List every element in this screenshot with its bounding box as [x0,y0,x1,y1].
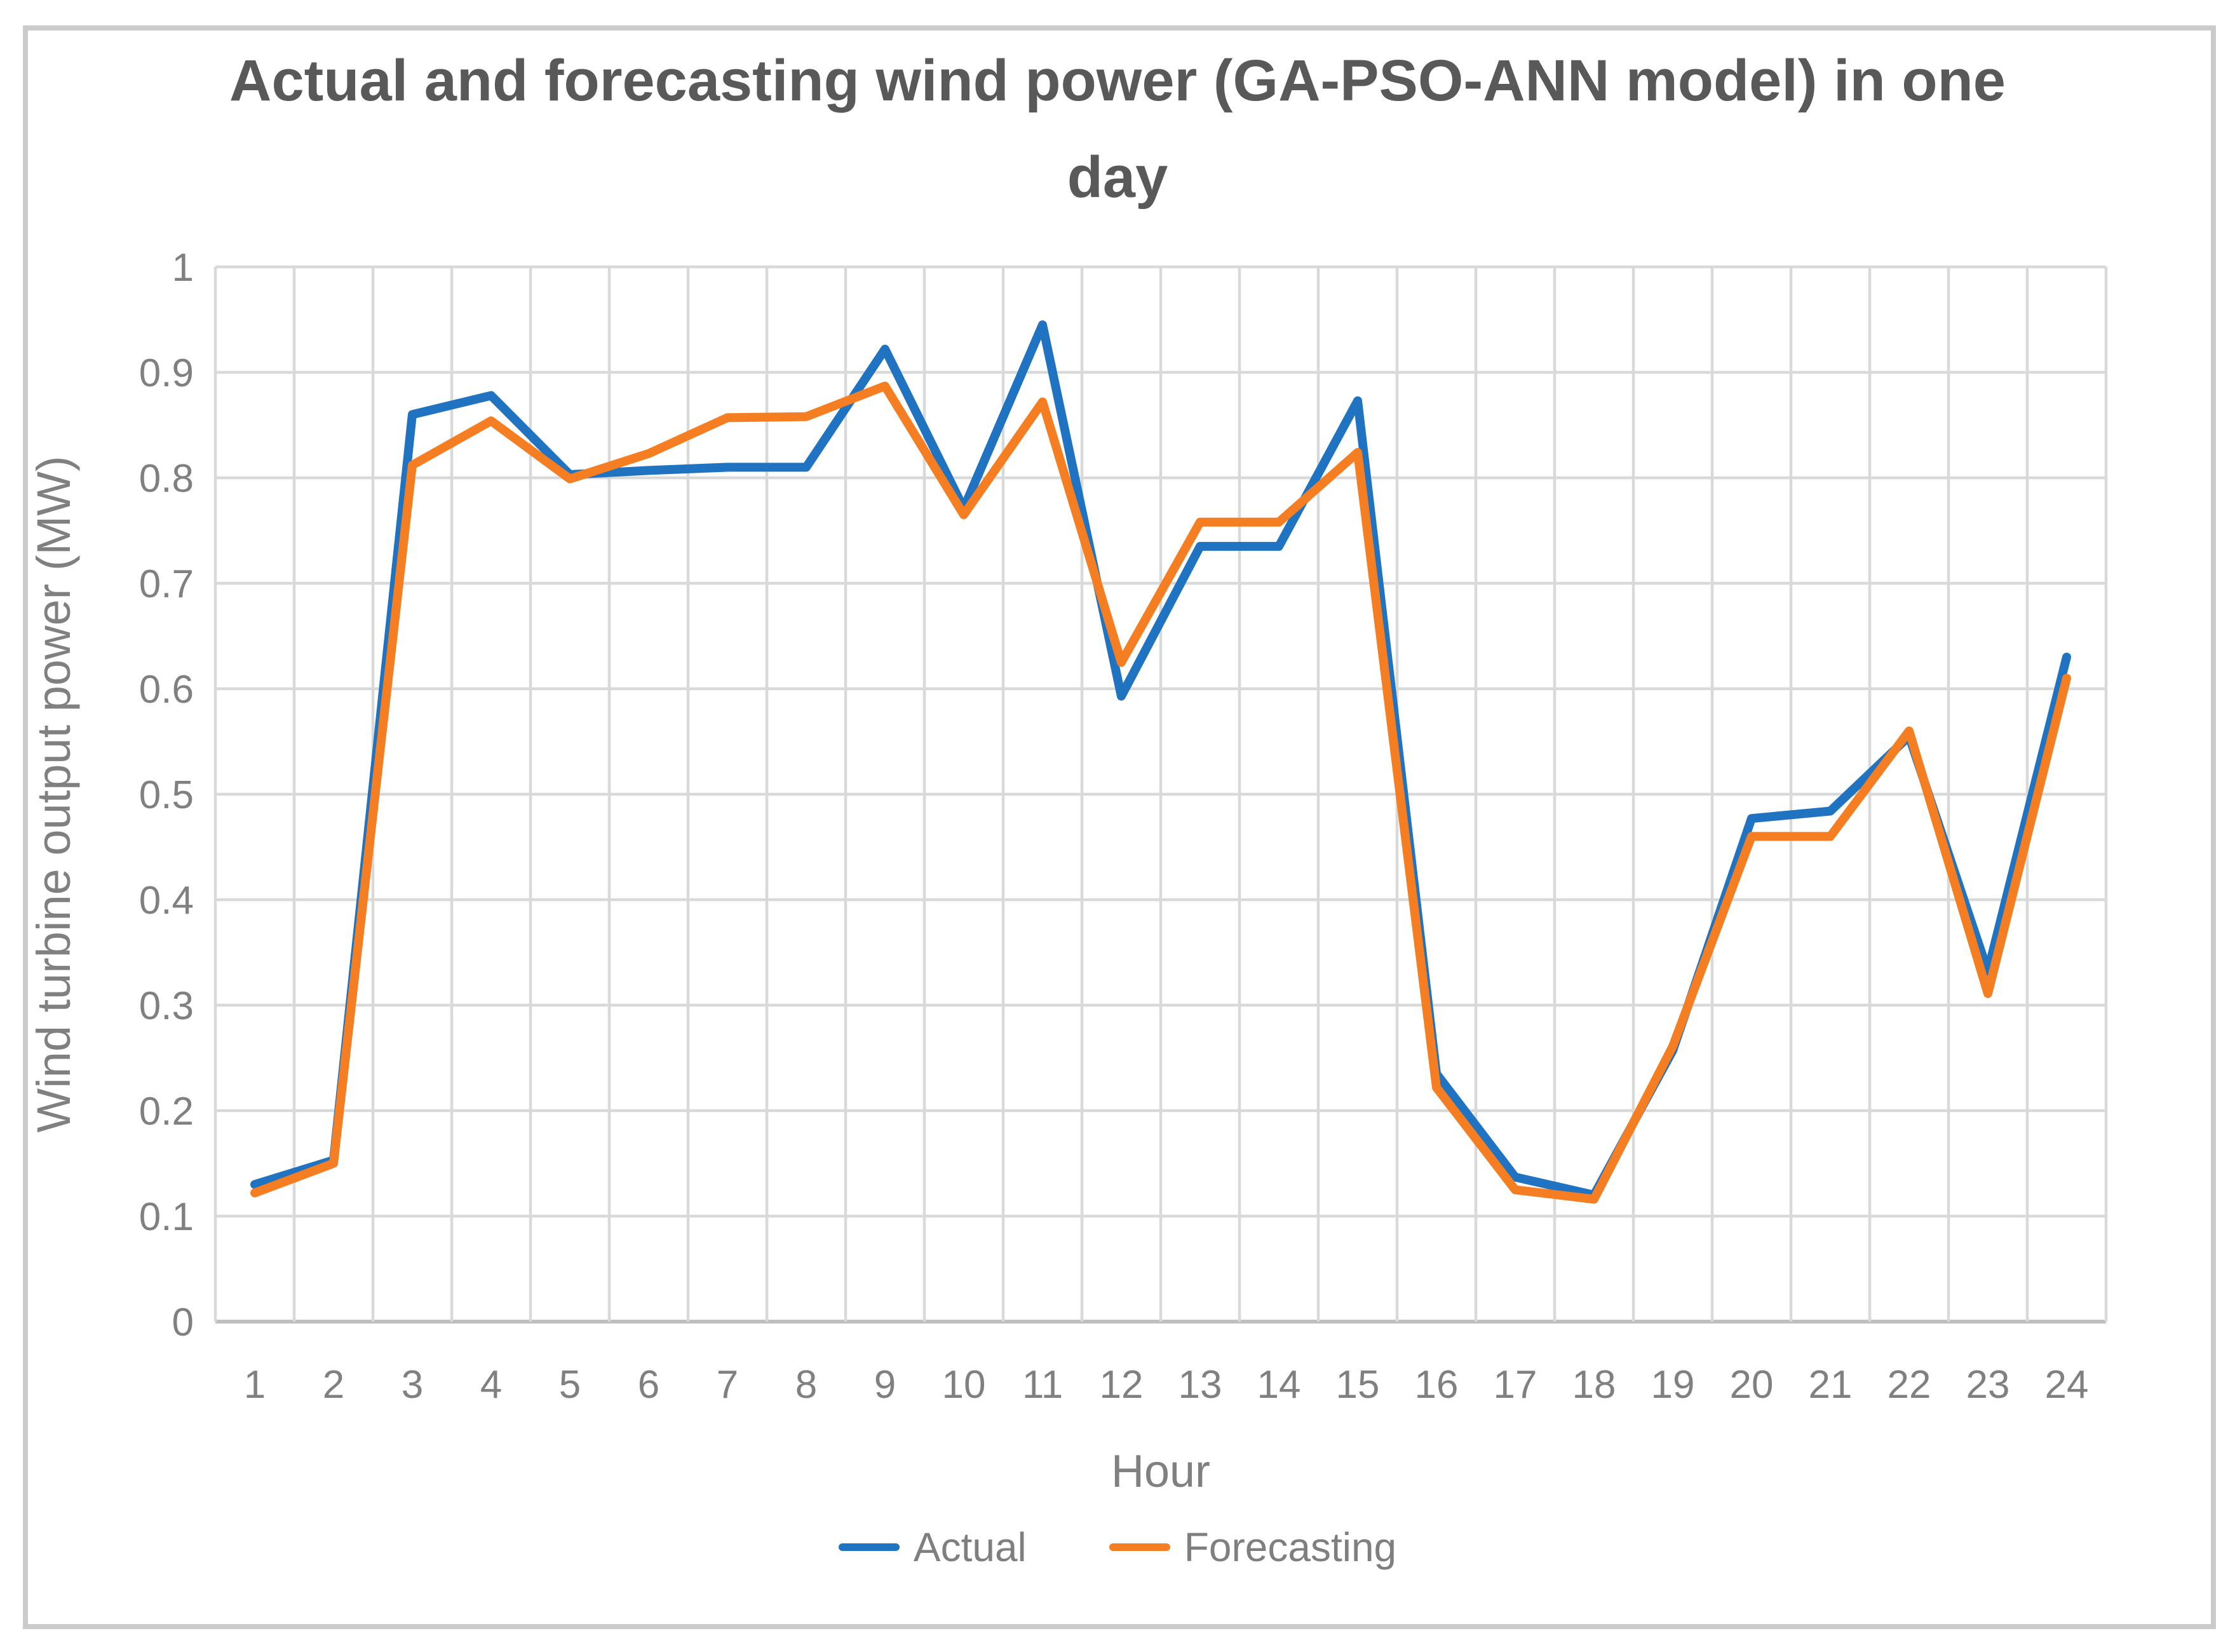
x-axis-tick-label: 11 [1022,1363,1063,1407]
y-axis-tick-label: 0.4 [139,879,194,923]
x-axis-tick-label: 5 [559,1363,581,1407]
x-axis-tick-label: 13 [1178,1363,1222,1407]
forecasting-line-swatch [1109,1543,1170,1551]
legend-label-actual: Actual [913,1524,1027,1570]
x-axis-tick-label: 10 [942,1363,986,1407]
x-axis-tick-label: 23 [1966,1363,2010,1407]
x-axis-tick-label: 18 [1572,1363,1616,1407]
x-axis-tick-label: 3 [402,1363,423,1407]
x-axis-title: Hour [1111,1446,1210,1497]
actual-line-swatch [838,1543,900,1551]
series-line-actual [250,320,2071,1200]
y-axis-tick-label: 0 [172,1301,194,1344]
x-axis-tick-label: 24 [2045,1363,2089,1407]
x-axis-tick-label: 9 [874,1363,896,1407]
y-axis-tick-label: 0.8 [139,457,194,501]
chart-legend: Actual Forecasting [0,1524,2235,1571]
y-axis-tick-label: 0.6 [139,668,194,712]
y-axis-tick-label: 0.1 [139,1195,194,1239]
y-axis-title: Wind turbine output power (MW) [27,456,80,1132]
y-axis-tick-label: 0.2 [139,1090,194,1134]
chart-title-line-1: Actual and forecasting wind power (GA-PS… [229,48,2006,113]
y-axis-tick-label: 0.7 [139,562,194,606]
y-axis-tick-label: 1 [172,246,194,290]
y-axis-tick-label: 0.5 [139,773,194,817]
x-axis-tick-label: 19 [1651,1363,1695,1407]
x-axis-tick-label: 8 [795,1363,817,1407]
x-axis-tick-label: 2 [323,1363,344,1407]
x-axis-tick-label: 22 [1887,1363,1931,1407]
series-line-forecasting [250,381,2071,1204]
legend-label-forecasting: Forecasting [1184,1524,1397,1570]
x-axis-tick-label: 14 [1257,1363,1301,1407]
x-axis-tick-label: 17 [1494,1363,1537,1407]
x-axis-tick-label: 12 [1100,1363,1144,1407]
x-axis-tick-label: 20 [1730,1363,1774,1407]
x-axis-tick-label: 4 [480,1363,502,1407]
chart-title-line-2: day [1067,144,1168,210]
legend-item-actual: Actual [838,1524,1027,1571]
x-axis-tick-label: 21 [1809,1363,1853,1407]
x-axis-tick-label: 15 [1336,1363,1380,1407]
x-axis-tick-label: 1 [244,1363,266,1407]
y-axis-tick-label: 0.3 [139,984,194,1028]
x-axis-tick-label: 6 [638,1363,659,1407]
y-axis-tick-label: 0.9 [139,351,194,395]
legend-item-forecasting: Forecasting [1109,1524,1396,1571]
x-axis-tick-label: 7 [717,1363,738,1407]
x-axis-tick-label: 16 [1415,1363,1459,1407]
chart-title: Actual and forecasting wind power (GA-PS… [0,33,2235,226]
chart-border-frame [23,25,2216,1629]
